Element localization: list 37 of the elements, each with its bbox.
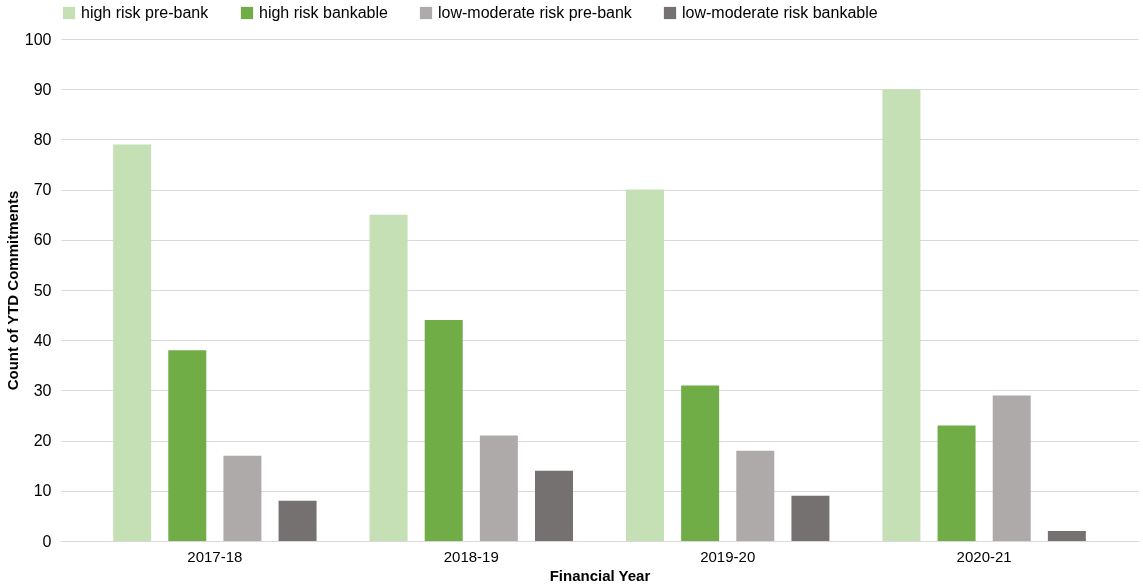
legend-label: high risk pre-bank (81, 4, 210, 21)
y-tick-label: 80 (33, 130, 52, 148)
y-tick-label: 90 (33, 80, 52, 98)
bar (369, 214, 408, 541)
y-tick-label: 50 (33, 281, 52, 299)
x-axis-title: Financial Year (549, 566, 651, 584)
legend-label: high risk bankable (259, 4, 389, 21)
bar (736, 450, 775, 541)
x-tick-label: 2017-18 (187, 547, 243, 565)
bar (681, 385, 720, 541)
y-tick-label: 70 (33, 181, 52, 199)
y-tick-label: 20 (33, 432, 52, 450)
x-tick-label: 2020-21 (956, 547, 1012, 565)
bar (168, 350, 207, 541)
bar (882, 89, 921, 541)
x-tick-label: 2018-19 (443, 547, 499, 565)
x-tick-label: 2019-20 (700, 547, 756, 565)
bar (479, 435, 518, 541)
bar (424, 320, 463, 541)
bar (992, 395, 1031, 541)
bar (113, 144, 152, 541)
bar (1047, 530, 1086, 541)
legend-label: low-moderate risk bankable (682, 4, 878, 21)
y-tick-label: 100 (24, 30, 52, 48)
bar (223, 455, 262, 541)
legend-label: low-moderate risk pre-bank (438, 4, 633, 21)
y-tick-label: 40 (33, 331, 52, 349)
bar (937, 425, 976, 541)
bar (535, 470, 573, 541)
y-tick-label: 10 (33, 482, 52, 500)
bar (791, 495, 830, 541)
bar (278, 500, 317, 541)
y-tick-label: 30 (33, 381, 52, 399)
y-axis-title: Count of YTD Commitments (3, 190, 21, 391)
bar (626, 189, 664, 541)
y-tick-label: 60 (33, 231, 52, 249)
y-tick-label: 0 (42, 532, 52, 550)
